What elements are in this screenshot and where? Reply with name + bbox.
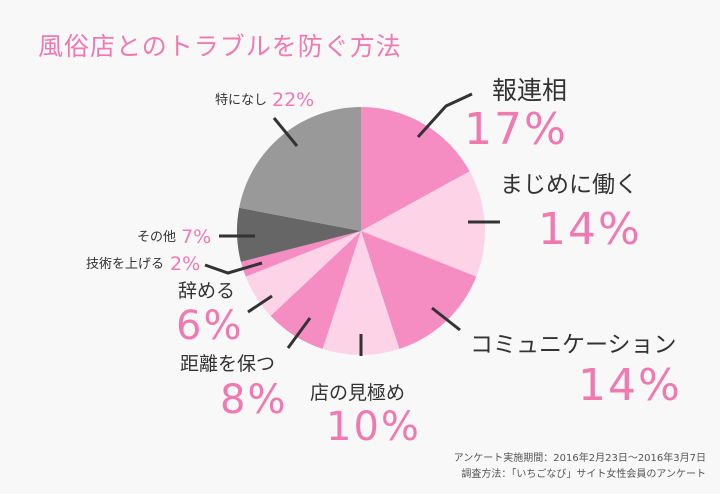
survey-period-note: アンケート実施期間：2016年2月23日～2016年3月7日 (453, 453, 706, 464)
slice-label: 技術を上げる (86, 257, 165, 272)
data-label: 6% (176, 303, 244, 349)
slice-label: まじめに働く (500, 172, 638, 198)
leader-line (204, 261, 263, 275)
data-label: 22% (272, 89, 315, 111)
leader-line (416, 92, 473, 139)
leader-lines (204, 92, 500, 356)
data-label: 2% (170, 253, 201, 275)
data-label: 17% (464, 104, 568, 155)
data-label: 10% (326, 404, 421, 450)
leader-line (431, 306, 461, 332)
leader-line (272, 117, 299, 147)
slice-label: 店の見極め (310, 382, 406, 404)
data-label: 8% (220, 377, 288, 423)
leader-line (286, 317, 312, 349)
chart-title: 風俗店とのトラブルを防ぐ方法 (38, 32, 402, 61)
data-label: 7% (181, 226, 212, 248)
data-label: 14% (578, 360, 682, 411)
slice-label: 距離を保つ (180, 353, 276, 375)
pie-slice (240, 231, 361, 277)
data-label: 14% (538, 204, 642, 255)
pie-slice (361, 107, 470, 231)
slice-label: コミュニケーション (470, 332, 677, 358)
pie-slice (322, 231, 400, 355)
pie-slice (245, 231, 361, 316)
slice-label: 辞める (178, 280, 236, 302)
leader-line (247, 294, 273, 314)
slice-label: その他 (137, 230, 177, 245)
pie-slice (239, 107, 361, 231)
slice-label: 報連相 (492, 76, 568, 105)
survey-method-note: 調査方法：「いちごなび」サイト女性会員のアンケート (461, 469, 706, 480)
pie-slice (361, 171, 485, 277)
pie-slice (270, 231, 361, 349)
slice-label: 特になし (215, 93, 268, 108)
pie-slice (237, 207, 361, 262)
